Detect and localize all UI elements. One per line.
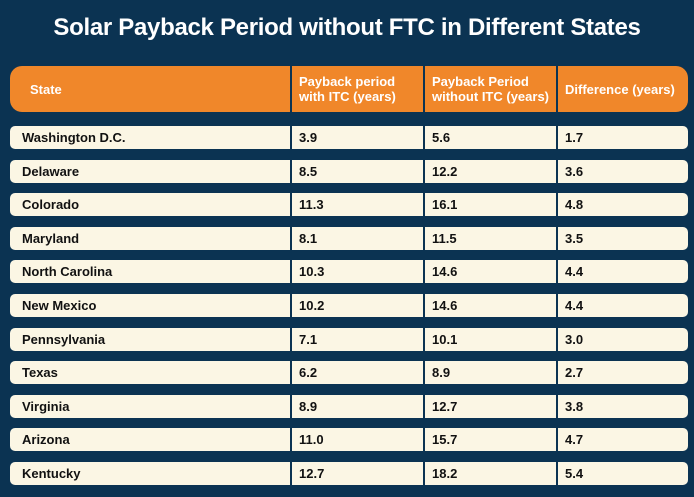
cell-state: North Carolina xyxy=(10,260,290,284)
cell-difference: 4.4 xyxy=(558,293,688,317)
cell-state: Texas xyxy=(10,361,290,385)
cell-state: Virginia xyxy=(10,394,290,418)
table-row: Delaware 8.5 12.2 3.6 xyxy=(10,159,688,183)
cell-state: Kentucky xyxy=(10,461,290,485)
cell-with-itc: 8.5 xyxy=(292,159,423,183)
cell-difference: 4.4 xyxy=(558,260,688,284)
table-row: New Mexico 10.2 14.6 4.4 xyxy=(10,293,688,317)
cell-difference: 3.5 xyxy=(558,226,688,250)
cell-without-itc: 14.6 xyxy=(425,293,556,317)
cell-without-itc: 16.1 xyxy=(425,193,556,217)
cell-with-itc: 10.2 xyxy=(292,293,423,317)
cell-state: Washington D.C. xyxy=(10,126,290,149)
table-row: North Carolina 10.3 14.6 4.4 xyxy=(10,260,688,284)
table-row: Colorado 11.3 16.1 4.8 xyxy=(10,193,688,217)
cell-difference: 5.4 xyxy=(558,461,688,485)
cell-without-itc: 15.7 xyxy=(425,428,556,452)
cell-with-itc: 12.7 xyxy=(292,461,423,485)
cell-with-itc: 8.1 xyxy=(292,226,423,250)
cell-difference: 3.6 xyxy=(558,159,688,183)
table-header: State Payback period with ITC (years) Pa… xyxy=(10,66,688,112)
table-body: Washington D.C. 3.9 5.6 1.7 Delaware 8.5 12.2 3… xyxy=(10,126,688,496)
cell-without-itc: 5.6 xyxy=(425,126,556,149)
table-title: Solar Payback Period without FTC in Diff… xyxy=(53,14,641,41)
cell-with-itc: 6.2 xyxy=(292,361,423,385)
table-row: Maryland 8.1 11.5 3.5 xyxy=(10,226,688,250)
cell-state: Maryland xyxy=(10,226,290,250)
cell-state: Arizona xyxy=(10,428,290,452)
cell-with-itc: 11.0 xyxy=(292,428,423,452)
cell-without-itc: 8.9 xyxy=(425,361,556,385)
table-row: Arizona 11.0 15.7 4.7 xyxy=(10,428,688,452)
cell-with-itc: 10.3 xyxy=(292,260,423,284)
cell-state: Colorado xyxy=(10,193,290,217)
cell-without-itc: 11.5 xyxy=(425,226,556,250)
cell-without-itc: 18.2 xyxy=(425,461,556,485)
cell-state: Pennsylvania xyxy=(10,327,290,351)
cell-difference: 4.8 xyxy=(558,193,688,217)
cell-without-itc: 12.2 xyxy=(425,159,556,183)
cell-difference: 2.7 xyxy=(558,361,688,385)
cell-without-itc: 10.1 xyxy=(425,327,556,351)
cell-state: Delaware xyxy=(10,159,290,183)
table-row: Pennsylvania 7.1 10.1 3.0 xyxy=(10,327,688,351)
cell-difference: 3.8 xyxy=(558,394,688,418)
header-without-itc: Payback Period without ITC (years) xyxy=(425,66,556,112)
header-difference: Difference (years) xyxy=(558,66,688,112)
table-row: Kentucky 12.7 18.2 5.4 xyxy=(10,461,688,485)
table-row: Washington D.C. 3.9 5.6 1.7 xyxy=(10,126,688,149)
cell-with-itc: 3.9 xyxy=(292,126,423,149)
table-row: Texas 6.2 8.9 2.7 xyxy=(10,361,688,385)
cell-state: New Mexico xyxy=(10,293,290,317)
cell-difference: 4.7 xyxy=(558,428,688,452)
header-with-itc: Payback period with ITC (years) xyxy=(292,66,423,112)
cell-without-itc: 12.7 xyxy=(425,394,556,418)
header-state: State xyxy=(10,66,290,112)
table-row: Virginia 8.9 12.7 3.8 xyxy=(10,394,688,418)
cell-difference: 3.0 xyxy=(558,327,688,351)
cell-without-itc: 14.6 xyxy=(425,260,556,284)
cell-with-itc: 8.9 xyxy=(292,394,423,418)
cell-with-itc: 11.3 xyxy=(292,193,423,217)
cell-difference: 1.7 xyxy=(558,126,688,149)
cell-with-itc: 7.1 xyxy=(292,327,423,351)
